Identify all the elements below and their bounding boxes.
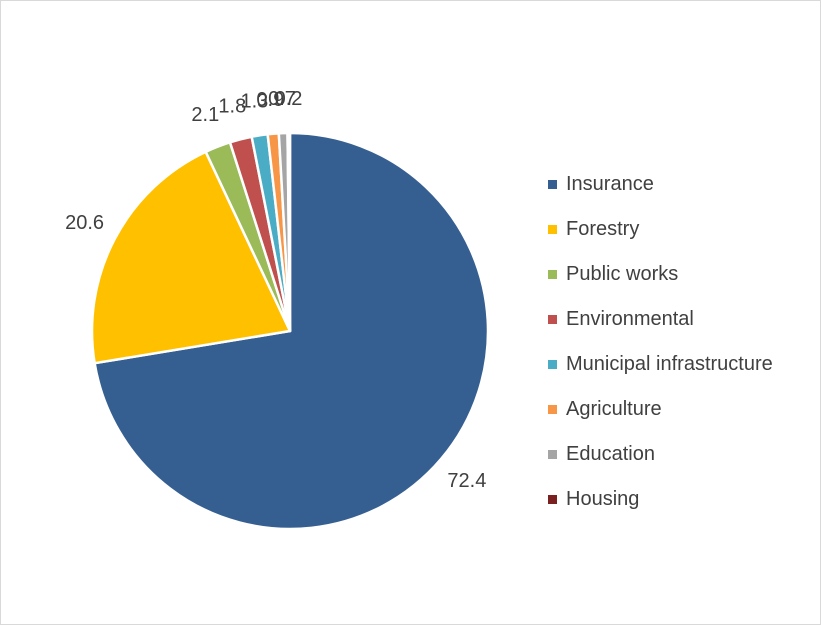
legend-label: Environmental [566,308,694,330]
data-label-agriculture: 0.9 [256,89,284,111]
legend-label: Municipal infrastructure [566,353,773,375]
legend-item-forestry: Forestry [548,207,773,252]
legend-swatch [548,315,557,324]
legend-swatch [548,450,557,459]
legend-item-environmental: Environmental [548,297,773,342]
legend-label: Forestry [566,218,640,240]
pie-slice-insurance [93,131,490,531]
pie-data-labels: 72.4 20.6 2.1 1.81.30.90.70.2 [65,88,486,492]
data-label-forestry: 20.6 [65,212,104,234]
legend-swatch [548,360,557,369]
legend-swatch [548,405,557,414]
chart-legend: Insurance Forestry Public works Environment… [548,162,773,522]
legend-swatch [548,180,557,189]
data-label-insurance: 72.4 [447,470,486,492]
legend-label: Insurance [566,173,654,195]
pie-slice-housing [286,131,292,333]
legend-item-agriculture: Agriculture [548,387,773,432]
legend-item-insurance: Insurance [548,162,773,207]
legend-swatch [548,225,557,234]
data-label-housing: 0.2 [275,88,303,110]
legend-label: Agriculture [566,398,662,420]
legend-label: Education [566,443,655,465]
legend-label: Housing [566,488,640,510]
pie-slice-forestry [90,150,292,365]
pie-slices [90,131,490,531]
data-label-public-works: 2.1 [191,104,219,126]
data-label-education: 0.7 [268,88,296,110]
legend-item-housing: Housing [548,477,773,522]
legend-item-public-works: Public works [548,252,773,297]
legend-item-education: Education [548,432,773,477]
legend-label: Public works [566,263,679,285]
data-label-municipal-infrastructure: 1.3 [240,91,268,113]
legend-swatch [548,270,557,279]
legend-item-municipal-infrastructure: Municipal infrastructure [548,342,773,387]
data-label-environmental: 1.8 [218,95,246,117]
legend-swatch [548,495,557,504]
